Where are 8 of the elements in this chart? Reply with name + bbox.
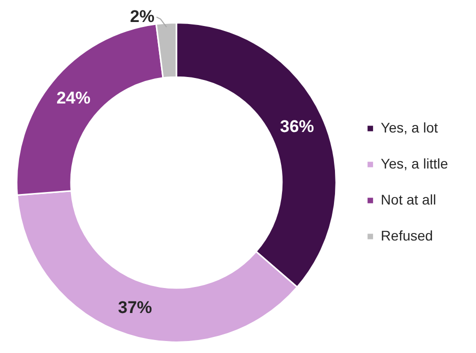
data-label: 36% <box>280 117 314 136</box>
legend-label: Refused <box>380 227 433 244</box>
data-label: 24% <box>56 88 91 108</box>
legend-label: Yes, a little <box>380 155 448 172</box>
data-label: 37% <box>118 298 152 318</box>
data-label: 2% <box>130 6 155 26</box>
legend-label: Yes, a lot <box>380 119 438 136</box>
legend-label: Not at all <box>380 191 436 208</box>
